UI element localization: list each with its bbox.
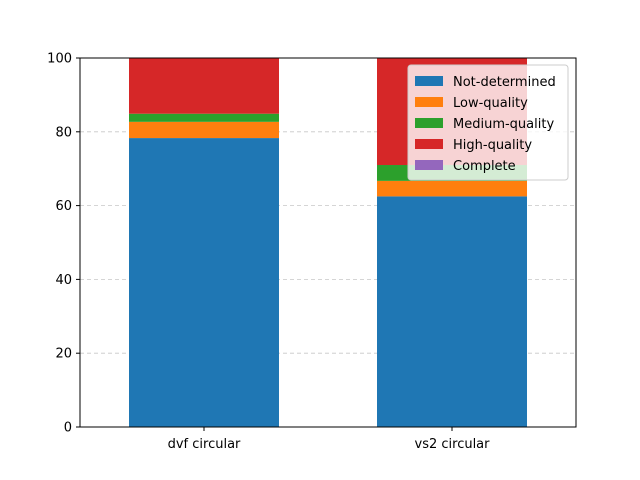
legend-swatch: [415, 160, 443, 170]
bar-segment-low-quality-1: [129, 121, 279, 139]
bar-segment-medium-quality-1: [129, 113, 279, 122]
legend-box: [407, 64, 569, 181]
legend-swatch: [415, 118, 443, 128]
legend: Not-determined Low-quality Medium-quality H…: [407, 64, 569, 181]
bar-segment-not-determined-1: [129, 138, 279, 427]
y-tick-label: 60: [55, 199, 72, 214]
axes-frame: [79, 57, 577, 428]
legend-label: Complete: [453, 159, 516, 174]
y-axis: 0 20 40 60 80 100: [47, 52, 80, 436]
legend-label: Not-determined: [453, 75, 556, 90]
x-tick-label: dvf circular: [168, 437, 241, 452]
bar-segment-not-determined-2: [377, 196, 527, 427]
legend-swatch: [415, 139, 443, 149]
legend-label: Medium-quality: [453, 117, 554, 132]
legend-label: Low-quality: [453, 96, 528, 111]
y-tick-label: 20: [55, 347, 72, 362]
legend-swatch: [415, 97, 443, 107]
y-tick-label: 100: [47, 52, 72, 67]
legend-swatch: [415, 76, 443, 86]
y-tick-label: 80: [55, 125, 72, 140]
bar-segment-low-quality-2: [377, 180, 527, 197]
x-tick-label: vs2 circular: [415, 437, 491, 452]
x-axis: dvf circular vs2 circular: [168, 427, 491, 452]
legend-label: High-quality: [453, 138, 532, 153]
y-tick-label: 0: [64, 421, 72, 436]
bars: [129, 58, 527, 427]
y-tick-label: 40: [55, 273, 72, 288]
bar-segment-high-quality-1: [129, 58, 279, 114]
